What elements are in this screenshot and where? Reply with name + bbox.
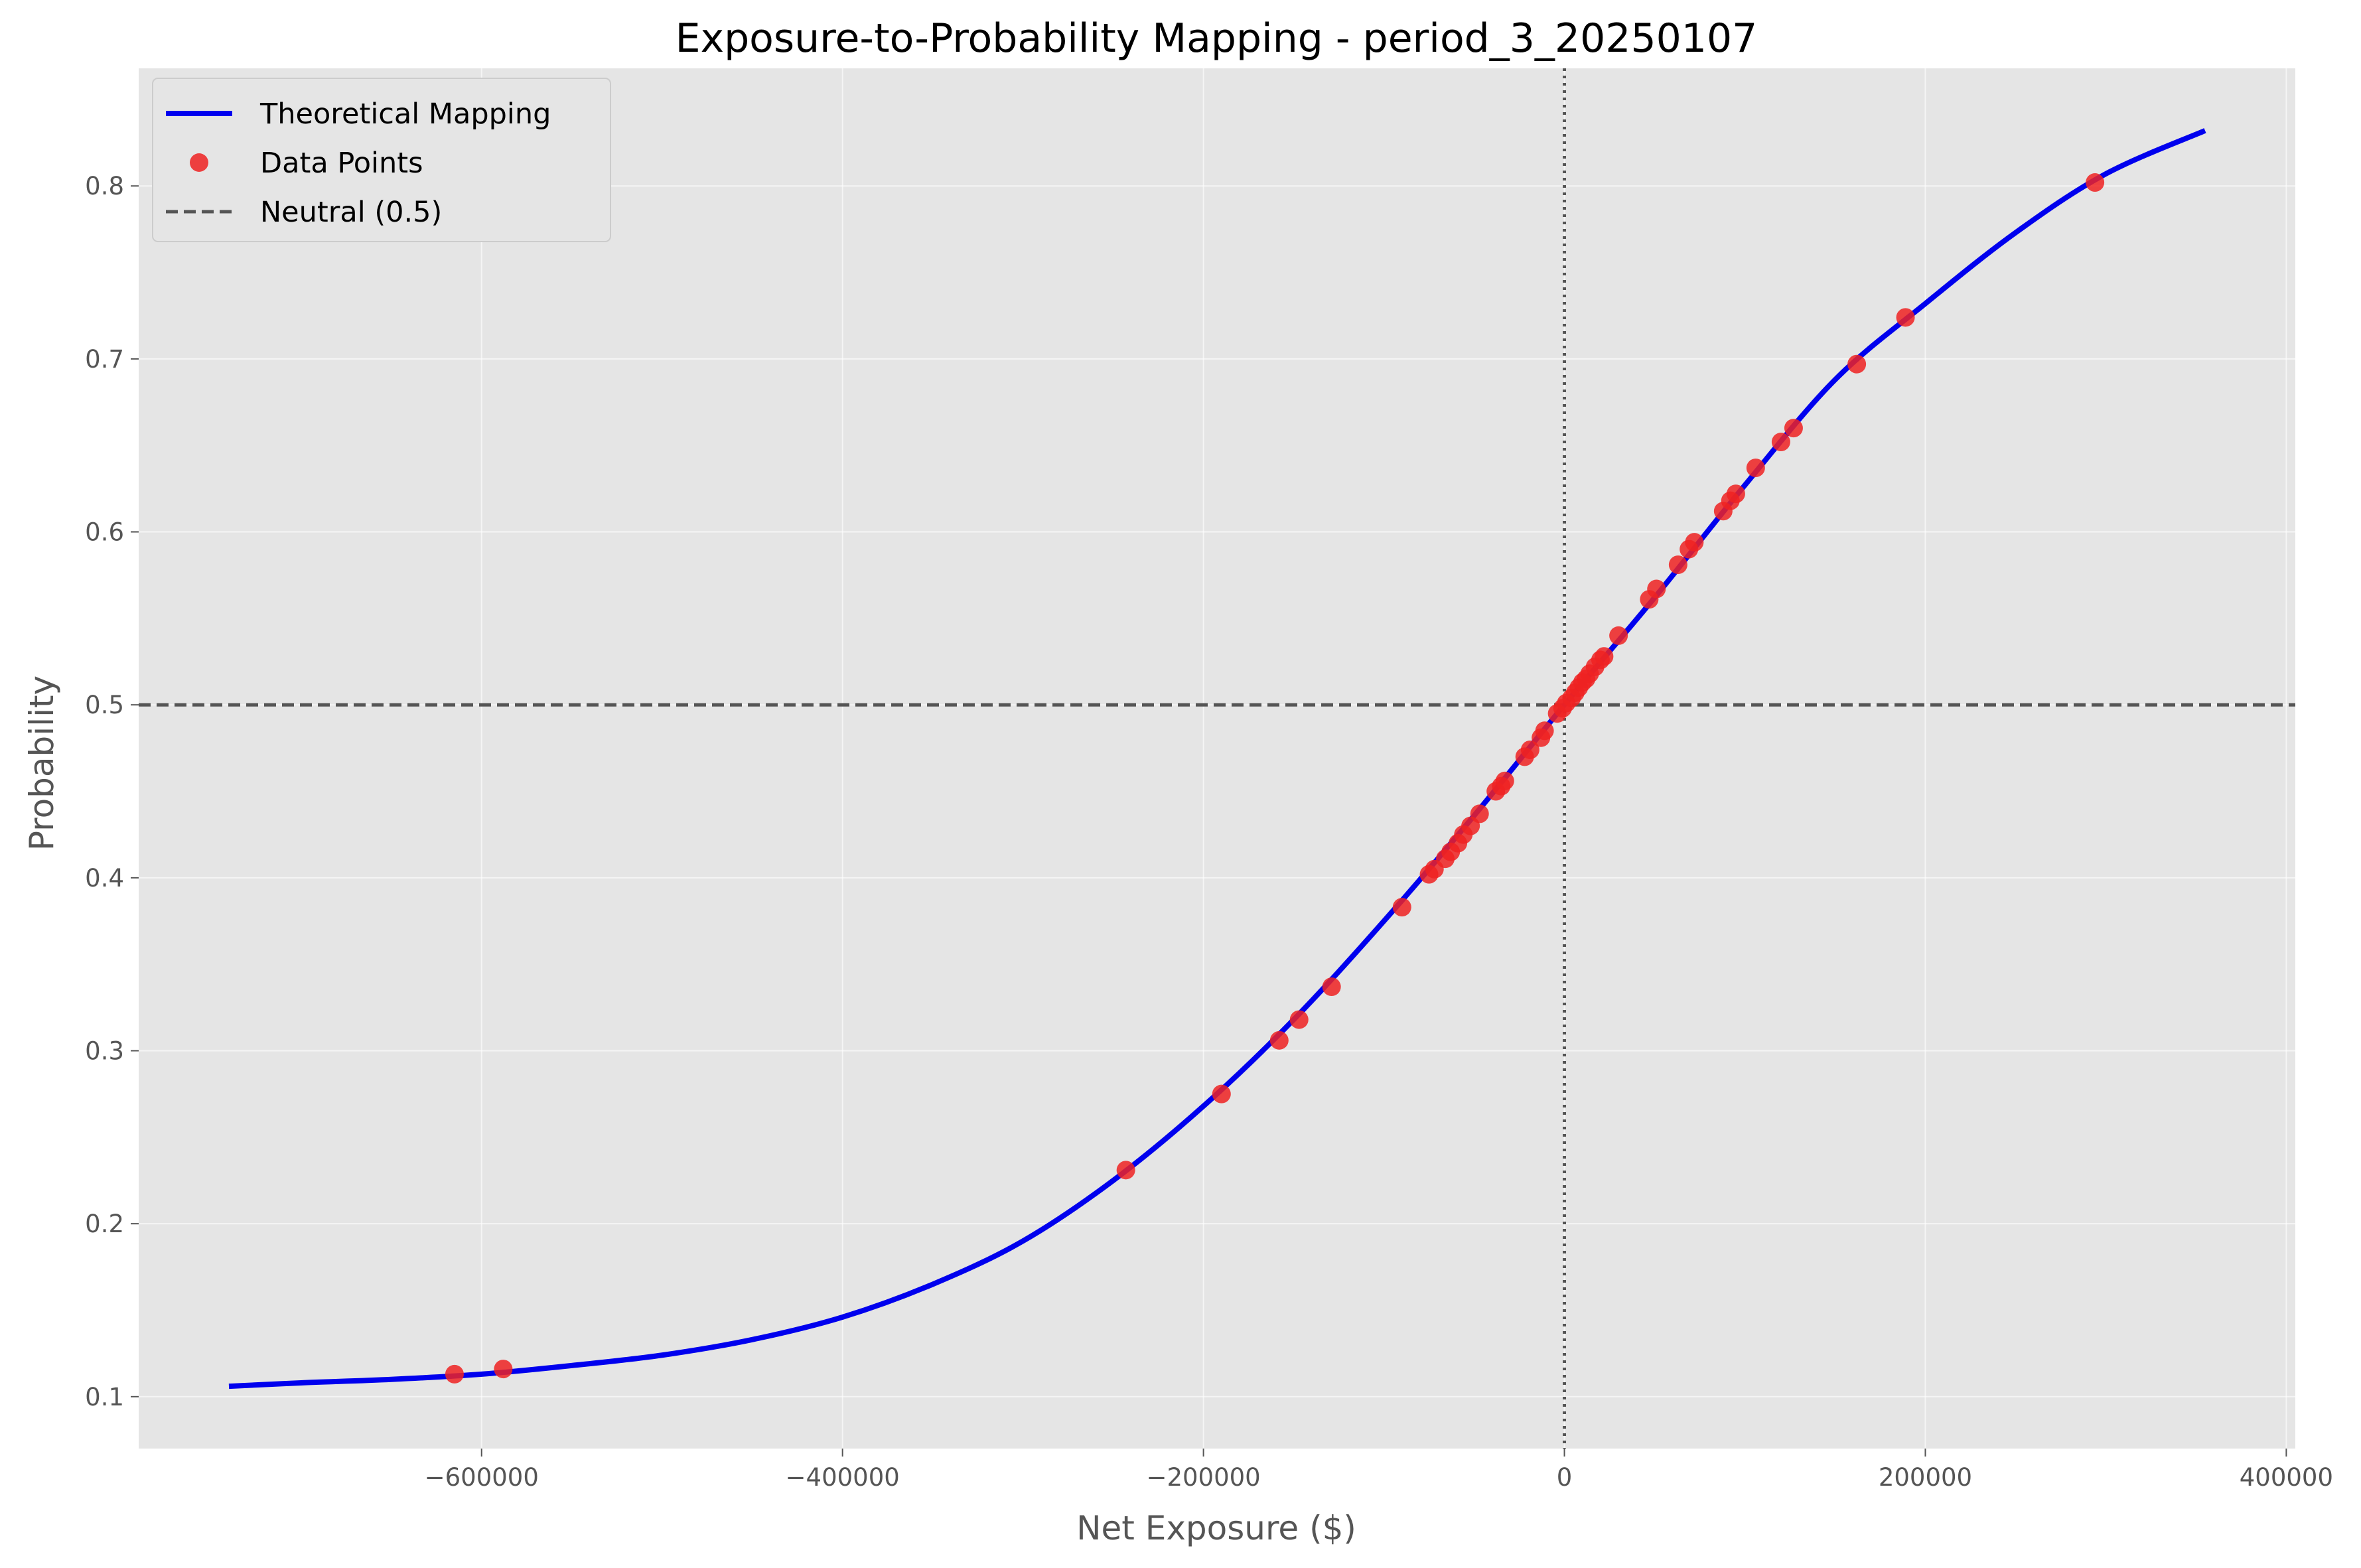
legend-box [152, 78, 611, 242]
data-point [1784, 419, 1803, 438]
legend-data-points-swatch [190, 153, 208, 172]
data-point [1520, 740, 1539, 759]
x-tick-label: 400000 [2240, 1463, 2333, 1492]
x-tick-label: −400000 [786, 1463, 900, 1492]
data-point [1746, 459, 1765, 478]
plot-area [139, 68, 2295, 1449]
ticks: −600000 −400000 −200000 0 200000 400000 0.1 0.2… [85, 172, 2333, 1492]
legend-data-points-label: Data Points [260, 147, 423, 180]
data-point [1322, 977, 1341, 997]
legend-neutral-label: Neutral (0.5) [260, 196, 442, 229]
y-tick-label: 0.5 [85, 691, 124, 719]
y-tick-label: 0.1 [85, 1383, 124, 1411]
data-point [1896, 308, 1915, 327]
data-point [1116, 1161, 1135, 1180]
y-tick-label: 0.7 [85, 345, 124, 374]
data-point [1726, 484, 1745, 504]
y-tick-label: 0.2 [85, 1210, 124, 1238]
data-point [1269, 1031, 1289, 1050]
theoretical-mapping-layer [228, 128, 2206, 1390]
legend: Theoretical Mapping Data Points Neutral … [152, 78, 611, 242]
data-point [1771, 433, 1790, 452]
data-point [1289, 1010, 1309, 1029]
x-tick-label: 0 [1557, 1463, 1573, 1492]
data-point [1647, 579, 1666, 599]
y-tick-label: 0.3 [85, 1037, 124, 1066]
x-tick-label: −600000 [425, 1463, 539, 1492]
chart-title: Exposure-to-Probability Mapping - period… [676, 15, 1758, 62]
data-point [1392, 898, 1411, 917]
y-axis-label: Probability [23, 676, 61, 851]
y-tick-label: 0.4 [85, 864, 124, 892]
y-tick-label: 0.8 [85, 172, 124, 200]
data-point [1535, 721, 1554, 741]
legend-theoretical-label: Theoretical Mapping [259, 98, 551, 131]
y-tick-label: 0.6 [85, 518, 124, 547]
x-tick-label: 200000 [1879, 1463, 1972, 1492]
data-point [494, 1360, 513, 1379]
data-points-layer [445, 173, 2105, 1384]
data-point [1685, 533, 1704, 552]
x-axis-label: Net Exposure ($) [1076, 1509, 1356, 1547]
data-point [1595, 647, 1614, 666]
data-point [2086, 173, 2105, 192]
theoretical-mapping-line [228, 128, 2206, 1390]
data-point [1609, 626, 1628, 645]
data-point [1847, 354, 1867, 374]
data-point [1668, 555, 1687, 575]
x-tick-label: −200000 [1146, 1463, 1260, 1492]
reference-lines [139, 68, 2295, 1449]
data-point [445, 1364, 464, 1384]
data-point [1212, 1084, 1231, 1104]
data-point [1495, 771, 1514, 790]
data-point [1470, 804, 1489, 823]
